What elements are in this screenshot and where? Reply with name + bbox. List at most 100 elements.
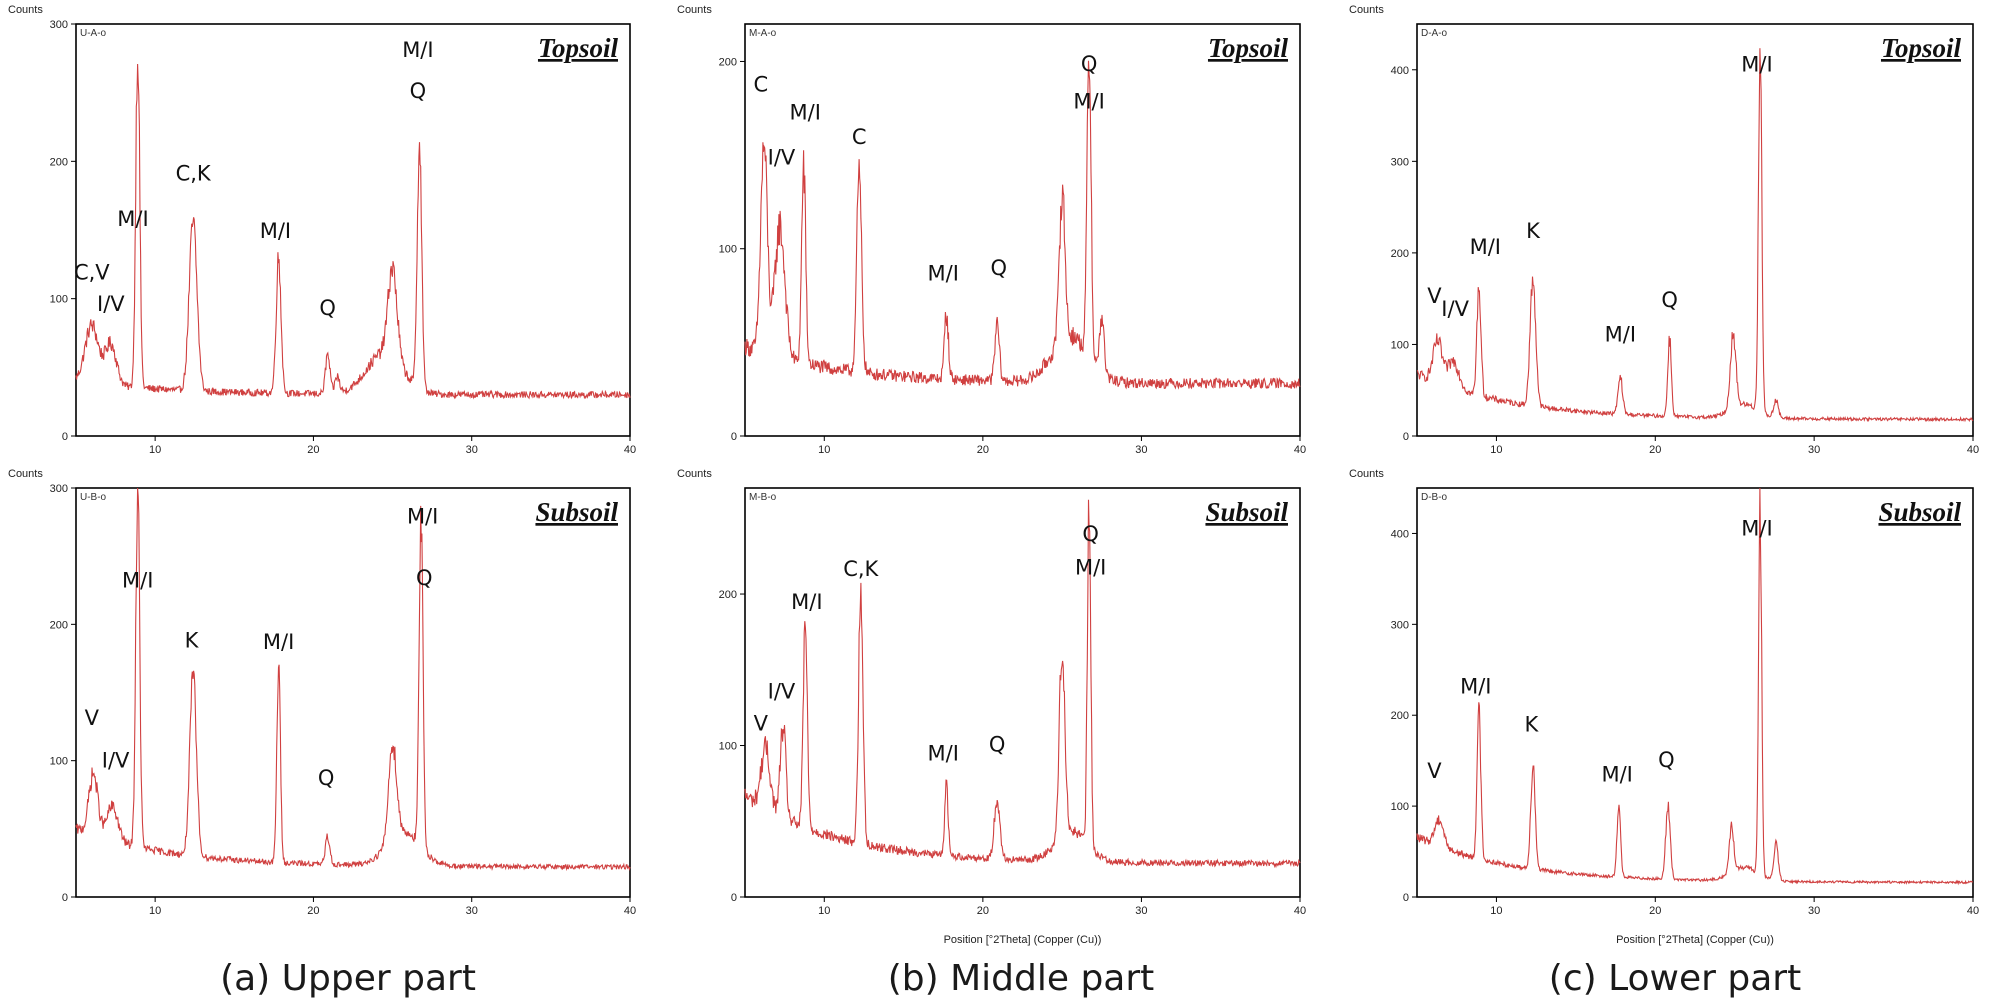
x-tick-label: 40 [624, 905, 636, 917]
y-tick-label: 0 [1403, 892, 1409, 904]
plot-frame [1416, 23, 1974, 437]
peak-label: M/I [1073, 89, 1104, 113]
peak-label: M/I [1605, 323, 1636, 347]
x-axis-label: Position [°2Theta] (Copper (Cu)) [944, 934, 1102, 946]
peak-label: V [1427, 759, 1442, 783]
y-tick-label: 200 [719, 589, 737, 601]
x-tick-label: 20 [307, 905, 319, 917]
sample-id: D-A-o [1421, 28, 1448, 39]
y-axis-label: Counts [8, 4, 43, 16]
x-tick-label: 20 [977, 444, 989, 456]
peak-label: M/I [260, 219, 291, 243]
peak-label: V [85, 706, 100, 730]
peak-label: M/I [928, 262, 959, 286]
x-tick-label: 30 [1808, 905, 1820, 917]
panel-upper-subsoil: Counts U-B-o 0 100 200 300 10 20 30 40 VI/V M/I K M/I… [8, 468, 636, 917]
peak-label: K [1524, 713, 1539, 737]
peak-label: M/I [928, 742, 959, 766]
sample-id: M-A-o [749, 28, 777, 39]
y-tick-label: 0 [1403, 431, 1409, 443]
peak-label: Q [1082, 522, 1099, 546]
x-tick-label: 30 [1135, 905, 1147, 917]
peak-label: C,K [843, 557, 879, 581]
y-tick-label: 200 [50, 156, 68, 168]
y-tick-label: 0 [731, 892, 737, 904]
x-tick-label: 40 [1294, 444, 1306, 456]
y-tick-label: 200 [1391, 710, 1409, 722]
x-axis-label: Position [°2Theta] (Copper (Cu)) [1616, 934, 1774, 946]
peak-label: M/I [1741, 53, 1772, 77]
peak-label: Q [1081, 52, 1098, 76]
x-tick-label: 20 [977, 905, 989, 917]
y-tick-label: 200 [719, 56, 737, 68]
plot-frame [744, 23, 1301, 437]
x-tick-label: 30 [1808, 444, 1820, 456]
caption-upper-part: (a) Upper part [220, 958, 476, 999]
x-tick-label: 20 [1649, 444, 1661, 456]
x-tick-label: 10 [818, 444, 830, 456]
caption-middle-part: (b) Middle part [887, 958, 1155, 999]
y-tick-label: 0 [731, 431, 737, 443]
peak-label: V [754, 711, 769, 735]
sample-id: D-B-o [1421, 492, 1448, 503]
plot-frame [1416, 487, 1974, 898]
peak-label: M/I [117, 207, 148, 231]
y-tick-label: 300 [50, 483, 68, 495]
peak-label: M/I [790, 101, 821, 125]
peak-label: K [185, 629, 200, 653]
peak-label: Q [410, 79, 427, 103]
x-tick-label: 20 [1649, 905, 1661, 917]
diffractogram-line [744, 499, 1301, 869]
peak-label: M/I [122, 569, 153, 593]
sample-id: M-B-o [749, 492, 777, 503]
y-tick-label: 300 [1391, 156, 1409, 168]
diffractogram-line [75, 487, 631, 872]
peak-label: Q [318, 766, 335, 790]
peak-label: C,V [74, 260, 110, 284]
diffractogram-line [1416, 48, 1974, 423]
x-tick-label: 10 [818, 905, 830, 917]
y-tick-label: 300 [50, 19, 68, 31]
panel-title: Subsoil [1205, 497, 1288, 527]
peak-label: K [1526, 219, 1541, 243]
x-tick-label: 30 [1135, 444, 1147, 456]
panel-upper-topsoil: Counts U-A-o 0 100 200 300 10 20 30 40 C,V I/V M/I C,… [8, 4, 636, 456]
sample-id: U-A-o [80, 28, 107, 39]
y-axis-label: Counts [1349, 4, 1384, 16]
peak-label: M/I [263, 630, 294, 654]
peak-label: M/I [407, 504, 438, 528]
panel-title: Topsoil [1208, 33, 1289, 63]
y-tick-label: 100 [50, 294, 68, 306]
peak-label: Q [990, 256, 1007, 280]
diffractogram-line [744, 60, 1301, 390]
y-tick-label: 400 [1391, 65, 1409, 77]
x-tick-label: 40 [1294, 905, 1306, 917]
peak-label: Q [319, 296, 336, 320]
peak-label: M/I [1601, 763, 1632, 787]
diffractogram-line [1416, 487, 1974, 886]
plot-frame [744, 487, 1301, 898]
panel-title: Topsoil [1881, 33, 1962, 63]
y-tick-label: 0 [62, 892, 68, 904]
peak-label: M/I [402, 38, 433, 62]
peak-label: M/I [1741, 516, 1772, 540]
y-tick-label: 100 [1391, 339, 1409, 351]
peak-label: M/I [1470, 235, 1501, 259]
panel-middle-subsoil: Counts M-B-o 0 100 200 10 20 30 40 Position [°2Th… [677, 468, 1306, 946]
peak-label: Q [416, 566, 433, 590]
y-axis-label: Counts [1349, 468, 1384, 480]
peak-label: C [852, 125, 867, 149]
x-tick-label: 10 [1490, 444, 1502, 456]
panel-lower-topsoil: Counts D-A-o 0 100 200 300 400 10 20 30 40 VI/V M/I K… [1349, 4, 1979, 456]
panel-title: Subsoil [535, 497, 618, 527]
peak-label: C,K [176, 162, 212, 186]
peak-label: I/V [97, 292, 125, 316]
panel-title: Subsoil [1878, 497, 1961, 527]
y-tick-label: 100 [719, 741, 737, 753]
y-tick-label: 200 [50, 619, 68, 631]
y-tick-label: 100 [1391, 801, 1409, 813]
plot-frame [75, 23, 631, 437]
peak-label: C [754, 72, 769, 96]
x-tick-label: 20 [307, 444, 319, 456]
